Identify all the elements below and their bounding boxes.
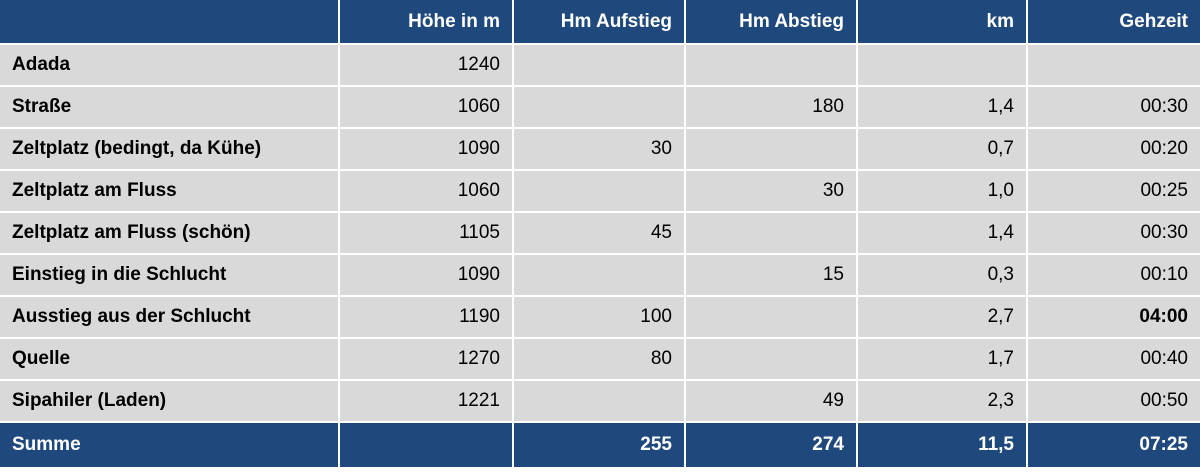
table-row: Zeltplatz am Fluss 1060 30 1,0 00:25 xyxy=(0,171,1200,213)
summary-aufstieg: 255 xyxy=(514,423,686,467)
row-abstieg xyxy=(686,45,858,87)
header-row: Höhe in m Hm Aufstieg Hm Abstieg km Gehz… xyxy=(0,0,1200,45)
row-hoehe: 1090 xyxy=(340,129,514,171)
table-row: Quelle 1270 80 1,7 00:40 xyxy=(0,339,1200,381)
row-name: Quelle xyxy=(0,339,340,381)
summary-abstieg: 274 xyxy=(686,423,858,467)
row-gehzeit: 00:50 xyxy=(1028,381,1200,423)
summary-row: Summe 255 274 11,5 07:25 xyxy=(0,423,1200,467)
row-gehzeit: 00:30 xyxy=(1028,213,1200,255)
row-hoehe: 1221 xyxy=(340,381,514,423)
row-gehzeit: 00:40 xyxy=(1028,339,1200,381)
row-hoehe: 1060 xyxy=(340,171,514,213)
table-footer: Summe 255 274 11,5 07:25 xyxy=(0,423,1200,467)
row-gehzeit xyxy=(1028,45,1200,87)
row-aufstieg: 45 xyxy=(514,213,686,255)
row-km: 1,4 xyxy=(858,87,1028,129)
row-hoehe: 1240 xyxy=(340,45,514,87)
row-hoehe: 1090 xyxy=(340,255,514,297)
row-hoehe: 1105 xyxy=(340,213,514,255)
row-gehzeit: 00:25 xyxy=(1028,171,1200,213)
table-row: Straße 1060 180 1,4 00:30 xyxy=(0,87,1200,129)
row-abstieg xyxy=(686,297,858,339)
row-name: Zeltplatz am Fluss xyxy=(0,171,340,213)
row-km xyxy=(858,45,1028,87)
row-aufstieg xyxy=(514,381,686,423)
row-km: 2,3 xyxy=(858,381,1028,423)
row-km: 1,0 xyxy=(858,171,1028,213)
summary-km: 11,5 xyxy=(858,423,1028,467)
row-abstieg: 30 xyxy=(686,171,858,213)
table-row: Adada 1240 xyxy=(0,45,1200,87)
row-aufstieg xyxy=(514,255,686,297)
header-aufstieg: Hm Aufstieg xyxy=(514,0,686,45)
row-name: Sipahiler (Laden) xyxy=(0,381,340,423)
row-aufstieg: 80 xyxy=(514,339,686,381)
row-km: 0,7 xyxy=(858,129,1028,171)
summary-label: Summe xyxy=(0,423,340,467)
header-km: km xyxy=(858,0,1028,45)
row-gehzeit: 00:20 xyxy=(1028,129,1200,171)
row-aufstieg: 100 xyxy=(514,297,686,339)
table-row: Zeltplatz (bedingt, da Kühe) 1090 30 0,7… xyxy=(0,129,1200,171)
row-abstieg: 49 xyxy=(686,381,858,423)
row-hoehe: 1270 xyxy=(340,339,514,381)
row-gehzeit: 00:10 xyxy=(1028,255,1200,297)
row-abstieg: 15 xyxy=(686,255,858,297)
row-km: 1,4 xyxy=(858,213,1028,255)
row-abstieg: 180 xyxy=(686,87,858,129)
header-hoehe: Höhe in m xyxy=(340,0,514,45)
row-aufstieg: 30 xyxy=(514,129,686,171)
header-blank-cell xyxy=(0,0,340,45)
row-abstieg xyxy=(686,339,858,381)
table-row: Ausstieg aus der Schlucht 1190 100 2,7 0… xyxy=(0,297,1200,339)
row-km: 1,7 xyxy=(858,339,1028,381)
row-aufstieg xyxy=(514,45,686,87)
row-km: 0,3 xyxy=(858,255,1028,297)
table-row: Einstieg in die Schlucht 1090 15 0,3 00:… xyxy=(0,255,1200,297)
row-aufstieg xyxy=(514,171,686,213)
row-name: Zeltplatz (bedingt, da Kühe) xyxy=(0,129,340,171)
row-name: Einstieg in die Schlucht xyxy=(0,255,340,297)
table-body: Adada 1240 Straße 1060 180 1,4 00:30 Zel… xyxy=(0,45,1200,423)
row-name: Straße xyxy=(0,87,340,129)
row-gehzeit: 04:00 xyxy=(1028,297,1200,339)
row-name: Zeltplatz am Fluss (schön) xyxy=(0,213,340,255)
summary-hoehe xyxy=(340,423,514,467)
table-row: Sipahiler (Laden) 1221 49 2,3 00:50 xyxy=(0,381,1200,423)
table-header: Höhe in m Hm Aufstieg Hm Abstieg km Gehz… xyxy=(0,0,1200,45)
row-abstieg xyxy=(686,129,858,171)
row-abstieg xyxy=(686,213,858,255)
row-name: Ausstieg aus der Schlucht xyxy=(0,297,340,339)
row-name: Adada xyxy=(0,45,340,87)
row-gehzeit: 00:30 xyxy=(1028,87,1200,129)
header-abstieg: Hm Abstieg xyxy=(686,0,858,45)
table-row: Zeltplatz am Fluss (schön) 1105 45 1,4 0… xyxy=(0,213,1200,255)
summary-gehzeit: 07:25 xyxy=(1028,423,1200,467)
row-km: 2,7 xyxy=(858,297,1028,339)
row-hoehe: 1060 xyxy=(340,87,514,129)
row-hoehe: 1190 xyxy=(340,297,514,339)
row-aufstieg xyxy=(514,87,686,129)
header-gehzeit: Gehzeit xyxy=(1028,0,1200,45)
